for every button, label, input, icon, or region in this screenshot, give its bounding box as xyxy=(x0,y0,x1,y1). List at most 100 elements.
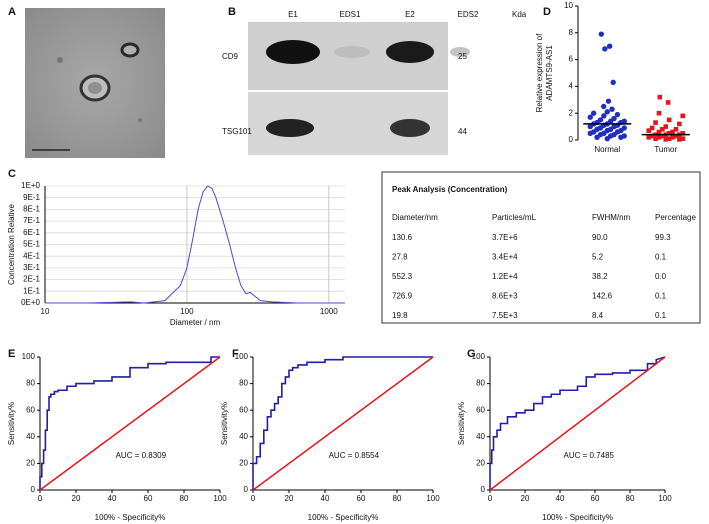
y-tick-label: 80 xyxy=(26,379,35,388)
data-point xyxy=(594,134,600,141)
panel-label: B xyxy=(228,6,236,18)
y-tick-label: 60 xyxy=(239,405,248,414)
data-line xyxy=(252,356,433,490)
x-tick-label: 100 xyxy=(180,307,194,316)
table-title: Peak Analysis (Concentration) xyxy=(392,185,508,194)
western-blot xyxy=(248,22,470,155)
table-cell: 90.0 xyxy=(592,233,608,242)
x-tick-label: 100 xyxy=(426,494,440,503)
y-tick-label: 60 xyxy=(476,405,485,414)
y-tick-label: 2E-1 xyxy=(23,275,40,284)
table-header: Particles/mL xyxy=(492,213,537,222)
table-cell: 0.1 xyxy=(655,311,667,320)
y-axis-label: ADAMTS9-AS1 xyxy=(545,45,554,101)
kda-label: 25 xyxy=(458,52,467,61)
data-line xyxy=(39,356,220,490)
panel-label: G xyxy=(467,348,476,360)
table-cell: 8.6E+3 xyxy=(492,292,518,301)
data-point xyxy=(680,113,686,119)
data-point xyxy=(605,98,612,104)
data-point xyxy=(604,109,610,115)
data-point xyxy=(587,130,593,136)
y-tick-label: 20 xyxy=(476,459,485,468)
data-point xyxy=(606,43,613,49)
data-point xyxy=(649,133,655,139)
kda-label: 44 xyxy=(458,127,467,136)
protein-label: CD9 xyxy=(222,52,239,61)
y-tick-label: 40 xyxy=(476,432,485,441)
x-tick-label: 0 xyxy=(38,494,43,503)
x-tick-label: 80 xyxy=(393,494,402,503)
table-frame xyxy=(381,171,701,324)
x-tick-label: 10 xyxy=(41,307,50,316)
data-line xyxy=(489,356,666,491)
y-tick-label: 80 xyxy=(476,379,485,388)
data-point xyxy=(618,134,624,141)
y-tick-label: 1E-1 xyxy=(23,286,40,295)
table-header: Diameter/nm xyxy=(392,213,438,222)
data-point xyxy=(656,135,662,140)
y-tick-label: 100 xyxy=(22,352,36,361)
y-tick-label: 2 xyxy=(569,108,574,117)
y-axis-label: Concentration Relative xyxy=(7,203,16,284)
data-point xyxy=(653,136,658,141)
data-point xyxy=(601,113,607,119)
table-cell: 0.1 xyxy=(655,292,667,301)
auc-annotation: AUC = 0.8554 xyxy=(329,451,380,460)
table-cell: 130.6 xyxy=(392,233,413,242)
data-point xyxy=(677,137,682,142)
data-point xyxy=(660,126,665,132)
data-point xyxy=(666,117,672,123)
data-point xyxy=(598,31,604,37)
table-cell: 0.1 xyxy=(655,253,667,262)
tem-image xyxy=(25,8,165,158)
x-tick-label: 60 xyxy=(144,494,153,503)
data-line xyxy=(39,356,221,491)
data-point xyxy=(653,120,658,125)
data-point xyxy=(614,111,621,118)
y-axis-label: Sensitivity% xyxy=(457,402,466,445)
data-point xyxy=(673,126,679,132)
data-point xyxy=(656,129,662,135)
table-cell: 552.3 xyxy=(392,272,413,281)
panel-label: D xyxy=(543,6,551,18)
y-tick-label: 7E-1 xyxy=(23,216,40,225)
data-point xyxy=(663,124,669,129)
data-point xyxy=(665,100,671,105)
data-line xyxy=(489,356,666,490)
table-cell: 3.7E+6 xyxy=(492,233,518,242)
y-tick-label: 100 xyxy=(235,352,249,361)
lane-label: EDS2 xyxy=(458,10,479,19)
y-axis-label: Sensitivity% xyxy=(7,402,16,445)
y-tick-label: 6 xyxy=(569,55,574,64)
x-tick-label: 0 xyxy=(251,494,256,503)
data-point xyxy=(656,110,662,116)
x-tick-label: 40 xyxy=(556,494,565,503)
table-cell: 3.4E+4 xyxy=(492,253,518,262)
x-tick-label: 80 xyxy=(180,494,189,503)
y-tick-label: 80 xyxy=(239,379,248,388)
table-cell: 5.2 xyxy=(592,253,604,262)
data-point xyxy=(609,106,615,112)
x-tick-label: 20 xyxy=(285,494,294,503)
y-tick-label: 0 xyxy=(481,485,486,494)
data-point xyxy=(657,94,663,100)
data-line xyxy=(45,185,345,304)
y-tick-label: 10 xyxy=(564,1,573,10)
x-axis-label: 100% - Specificity% xyxy=(308,513,379,522)
y-tick-label: 4E-1 xyxy=(23,251,40,260)
data-point xyxy=(604,135,610,142)
y-tick-label: 40 xyxy=(26,432,35,441)
x-tick-label: 1000 xyxy=(320,307,338,316)
data-point xyxy=(602,46,608,52)
y-tick-label: 0E+0 xyxy=(21,298,40,307)
x-tick-label: 40 xyxy=(108,494,117,503)
table-cell: 27.8 xyxy=(392,253,408,262)
x-axis-label: 100% - Specificity% xyxy=(95,513,166,522)
data-point xyxy=(670,135,675,140)
y-tick-label: 8 xyxy=(569,28,574,37)
data-point xyxy=(663,137,669,142)
x-tick-label: Tumor xyxy=(654,145,677,154)
data-point xyxy=(680,131,686,136)
